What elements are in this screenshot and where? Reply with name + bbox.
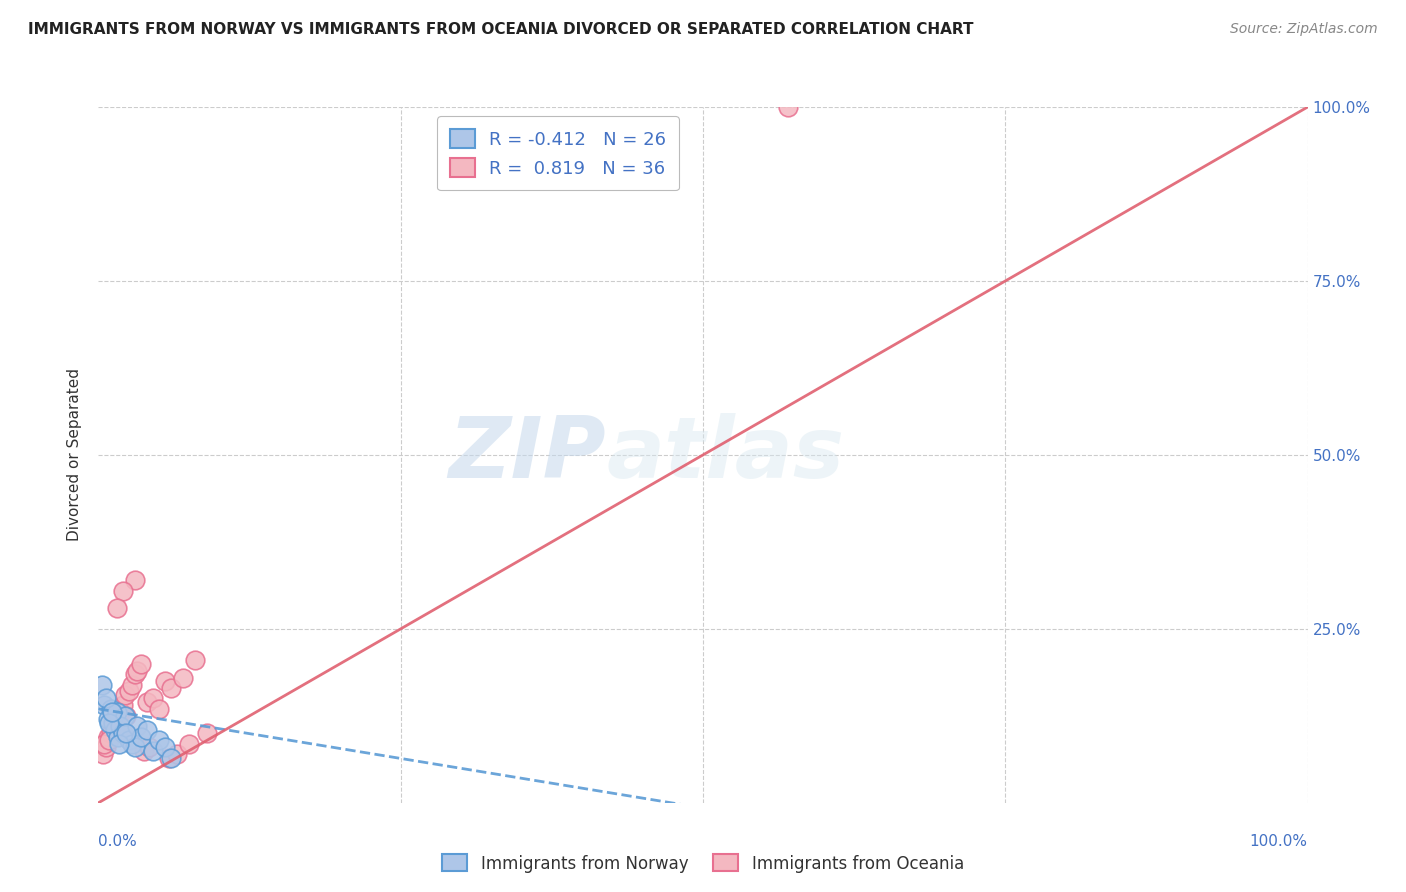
Point <box>195 726 218 740</box>
Point <box>105 706 128 720</box>
Point <box>111 726 134 740</box>
Point <box>94 740 117 755</box>
Point <box>148 702 170 716</box>
Point <box>118 733 141 747</box>
Point <box>97 712 120 726</box>
Point <box>184 653 207 667</box>
Point <box>134 744 156 758</box>
Point <box>114 688 136 702</box>
Point <box>135 695 157 709</box>
Point <box>127 719 149 733</box>
Point <box>107 730 129 744</box>
Point <box>98 715 121 730</box>
Point <box>111 698 134 713</box>
Text: IMMIGRANTS FROM NORWAY VS IMMIGRANTS FROM OCEANIA DIVORCED OR SEPARATED CORRELAT: IMMIGRANTS FROM NORWAY VS IMMIGRANTS FRO… <box>28 22 973 37</box>
Point <box>118 684 141 698</box>
Point <box>160 750 183 764</box>
Point <box>101 715 124 730</box>
Point <box>105 712 128 726</box>
Point <box>776 100 799 114</box>
Point <box>100 702 122 716</box>
Point <box>115 726 138 740</box>
Point <box>104 723 127 737</box>
Point <box>124 667 146 681</box>
Point <box>97 730 120 744</box>
Point <box>160 681 183 695</box>
Point <box>91 747 114 761</box>
Point <box>129 730 152 744</box>
Point <box>127 664 149 678</box>
Point <box>135 723 157 737</box>
Point <box>91 677 114 691</box>
Point <box>101 715 124 730</box>
Point <box>138 740 160 755</box>
Text: atlas: atlas <box>606 413 845 497</box>
Point <box>148 733 170 747</box>
Point <box>153 740 176 755</box>
Point <box>124 740 146 755</box>
Point <box>153 674 176 689</box>
Point <box>121 737 143 751</box>
Point <box>129 657 152 671</box>
Point <box>108 737 131 751</box>
Point <box>142 744 165 758</box>
Point <box>124 573 146 587</box>
Point <box>105 601 128 615</box>
Legend: Immigrants from Norway, Immigrants from Oceania: Immigrants from Norway, Immigrants from … <box>436 847 970 880</box>
Point <box>179 737 201 751</box>
Point <box>121 677 143 691</box>
Point <box>115 708 138 723</box>
Point <box>103 719 125 733</box>
Text: 100.0%: 100.0% <box>1250 834 1308 849</box>
Text: 0.0%: 0.0% <box>98 834 138 849</box>
Point <box>111 583 134 598</box>
Point <box>157 750 180 764</box>
Point <box>166 747 188 761</box>
Point <box>108 706 131 720</box>
Point <box>114 708 136 723</box>
Point <box>100 706 122 720</box>
Point <box>108 723 131 737</box>
Legend: R = -0.412   N = 26, R =  0.819   N = 36: R = -0.412 N = 26, R = 0.819 N = 36 <box>437 116 679 190</box>
Point <box>100 726 122 740</box>
Point <box>98 733 121 747</box>
Point <box>93 737 115 751</box>
Text: Source: ZipAtlas.com: Source: ZipAtlas.com <box>1230 22 1378 37</box>
Text: ZIP: ZIP <box>449 413 606 497</box>
Point <box>142 691 165 706</box>
Point <box>93 698 115 713</box>
Point <box>94 691 117 706</box>
Point <box>172 671 194 685</box>
Y-axis label: Divorced or Separated: Divorced or Separated <box>67 368 83 541</box>
Point <box>108 719 131 733</box>
